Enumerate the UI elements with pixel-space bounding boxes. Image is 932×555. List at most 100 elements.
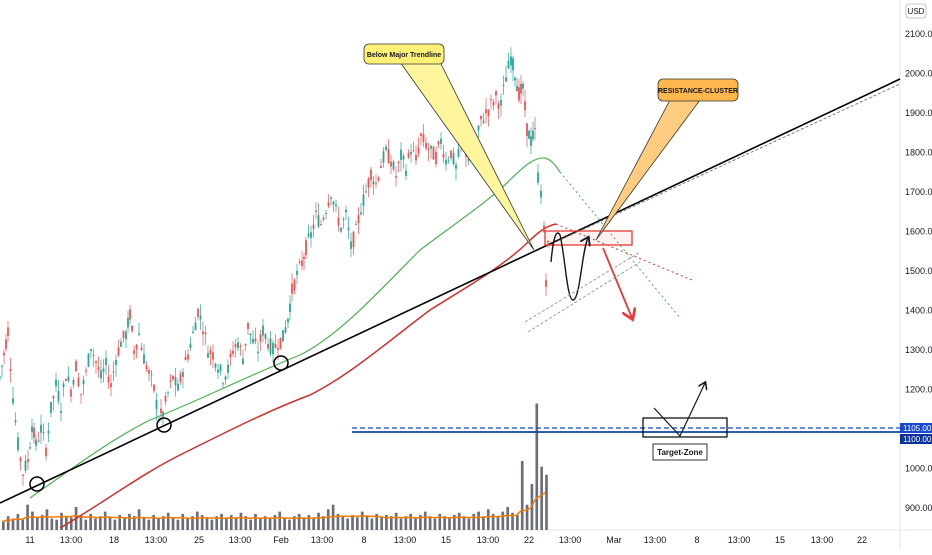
volume-bar (375, 513, 379, 530)
candle-body (345, 209, 347, 213)
volume-bar (191, 516, 194, 530)
candle-body (534, 127, 536, 129)
volume-bar (288, 519, 291, 530)
candle-body (222, 383, 224, 385)
time-tick-label: 13:00 (811, 535, 834, 545)
candle-body (45, 447, 47, 457)
volume-bar (132, 516, 136, 530)
candle-body (31, 426, 33, 433)
candle-body (204, 332, 207, 335)
time-axis[interactable]: 11 13:00 18 13:00 25 13:00 Feb 13:00 8 13:00 15 13:… (25, 535, 867, 545)
candle-body (131, 325, 133, 332)
candle-body (229, 353, 232, 358)
volume-bar (419, 515, 422, 530)
candle-body (107, 376, 110, 383)
candle-body (12, 398, 14, 404)
volume-bar (365, 516, 369, 530)
volume-bar (118, 515, 122, 530)
candle-body (9, 368, 12, 371)
candle-body (530, 136, 532, 146)
candle-body (80, 393, 82, 395)
candle-body (143, 354, 145, 364)
time-tick-label: 25 (194, 535, 204, 545)
volume-bar (142, 517, 146, 530)
volume-bar (462, 516, 466, 530)
candle-body (75, 361, 77, 372)
below-trendline-callout-pointer (399, 61, 535, 251)
candle-body (392, 161, 395, 170)
target-zone-box[interactable] (642, 417, 728, 438)
candle-body (117, 347, 120, 356)
candle-body (315, 210, 317, 212)
candle-body (182, 372, 184, 377)
candle-body (487, 110, 490, 116)
candle-body (502, 85, 505, 87)
price-tick-label: 1700.00 (905, 187, 932, 197)
candle-body (127, 317, 129, 328)
target-zone-label: Target-Zone (657, 448, 703, 457)
candle-body (492, 101, 495, 106)
price-badge-1100-text: 1100.00 (903, 435, 932, 444)
volume-bar (535, 403, 539, 530)
candle-body (234, 344, 237, 348)
volume-bar (428, 516, 432, 530)
volume-bar (181, 513, 185, 530)
currency-badge[interactable]: USD (905, 3, 927, 19)
candle-body (352, 231, 355, 248)
volume-moving-average (1, 491, 546, 523)
trendline-touch-3 (273, 355, 289, 371)
volume-bar (220, 513, 223, 530)
candle-body (247, 322, 249, 330)
volume-bar (360, 511, 364, 530)
candle-body (357, 215, 360, 224)
candle-body (60, 410, 62, 413)
price-badge-1105: 1105.00 (900, 423, 932, 433)
volume-bars (2, 403, 548, 530)
trendline-touch-2 (156, 417, 172, 433)
candle-body (289, 303, 291, 313)
time-tick-label: 13:00 (394, 535, 417, 545)
volume-bar (467, 518, 471, 530)
candle-body (70, 389, 72, 397)
below-trendline-callout[interactable]: Below Major Trendline (363, 43, 445, 65)
candle-body (267, 343, 269, 349)
currency-badge-text: USD (908, 7, 925, 16)
volume-bar (200, 515, 204, 530)
candle-body (274, 343, 277, 348)
volume-bar (244, 516, 248, 530)
candle-body (447, 160, 450, 162)
projected-price-path (550, 232, 588, 301)
volume-bar (11, 518, 15, 530)
candle-body (335, 204, 337, 207)
candle-body (320, 224, 322, 226)
candle-body (370, 169, 372, 181)
candle-body (337, 217, 340, 226)
candle-body (522, 83, 524, 89)
volume-bar (55, 519, 59, 530)
channel-dashed-lower (527, 261, 641, 333)
volume-bar (380, 517, 383, 530)
time-tick-label: 8 (694, 535, 699, 545)
candle-body (520, 83, 522, 94)
candle-body (122, 330, 125, 338)
volume-bar (16, 513, 20, 530)
candle-body (547, 240, 549, 243)
volume-bar (356, 517, 359, 530)
candle-body (17, 437, 19, 451)
candle-body (160, 408, 162, 414)
resistance-cluster-callout[interactable]: RESISTANCE-CLUSTER (657, 78, 739, 102)
volume-bar (404, 516, 408, 530)
candle-body (387, 148, 390, 164)
price-axis[interactable]: 900.00 1000.00 1100.00 1200.00 1300.00 1400.0… (905, 29, 932, 513)
volume-bar (147, 519, 151, 530)
volume-bar (254, 513, 257, 530)
volume-bar (89, 513, 92, 530)
candle-body (415, 154, 417, 161)
green-ma-projection (559, 171, 681, 319)
target-zone-callout[interactable]: Target-Zone (652, 443, 708, 461)
candle-body (279, 337, 282, 348)
candle-body (410, 151, 412, 155)
price-tick-label: 1200.00 (905, 385, 932, 395)
